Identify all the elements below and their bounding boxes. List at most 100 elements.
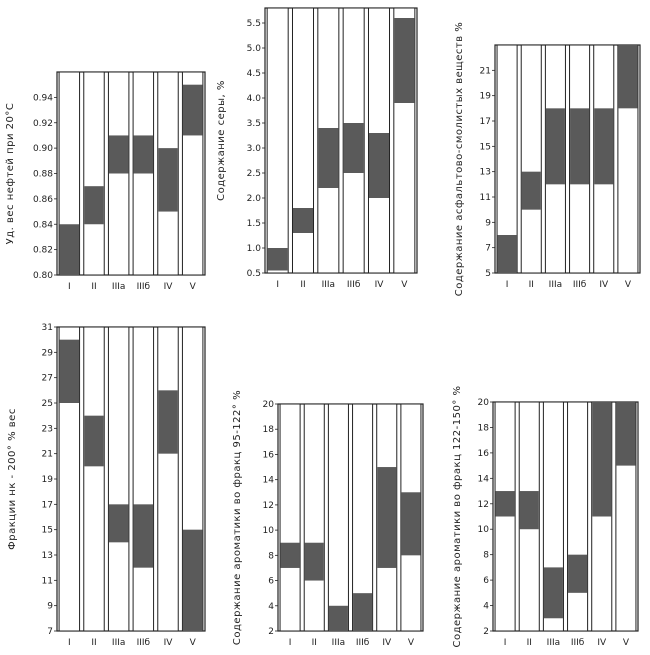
range-bar [182,84,203,136]
range-bar [133,135,154,174]
y-tick-label: 2 [268,627,274,637]
y-tick-label: 4.0 [247,94,262,104]
range-bar [401,492,421,556]
column-outline [107,326,130,632]
y-tick-label: 15 [42,526,53,536]
y-tick-label: 23 [42,424,53,434]
x-tick-label: V [623,638,630,648]
x-tick-label: II [312,638,317,648]
y-axis-label: Содержание асфальтово-смолистых веществ … [454,22,465,297]
y-tick-label: 8 [483,551,489,561]
range-bar [570,108,590,185]
y-tick-label: 8 [268,551,274,561]
y-tick-label: 20 [263,400,275,410]
y-tick-label: 6 [268,577,274,587]
y-tick-label: 1.0 [247,244,262,254]
y-tick-label: 6 [483,576,489,586]
y-tick-label: 17 [480,117,491,127]
y-tick-label: 7 [47,627,53,637]
column-outline [567,401,589,632]
panel-frame [492,401,639,632]
range-bar [497,235,517,273]
x-tick-label: IV [599,280,609,290]
y-tick-label: 3.5 [247,119,261,129]
x-tick-label: V [401,280,408,290]
y-tick-label: 4 [268,602,274,612]
x-tick-label: I [68,638,71,648]
y-tick-label: 0.90 [33,144,53,154]
y-tick-label: 11 [42,576,53,586]
range-bar [545,108,565,185]
y-tick-label: 19 [480,92,492,102]
y-tick-label: 5.5 [247,19,261,29]
x-tick-label: I [276,280,279,290]
x-tick-label: II [91,638,96,648]
y-tick-label: 15 [480,142,491,152]
range-bar [133,504,154,568]
y-axis-label: Содержание ароматики во фракц 95-122° % [232,390,243,645]
y-tick-label: 5.0 [247,44,262,54]
range-bar [280,542,300,568]
y-tick-label: 1.5 [247,219,261,229]
range-bar [568,554,588,593]
y-tick-label: 0.84 [33,220,53,230]
y-tick-label: 2 [483,627,489,637]
range-bar [158,390,178,454]
x-tick-label: IIIб [571,638,585,648]
x-tick-label: I [504,638,507,648]
y-tick-label: 0.94 [33,93,53,103]
range-bar [592,402,612,517]
y-tick-label: 0.80 [33,271,53,281]
range-bar [618,45,638,109]
x-tick-label: V [190,638,197,648]
y-tick-label: 18 [263,425,275,435]
y-tick-label: 0.92 [33,119,53,129]
x-tick-label: II [91,282,96,292]
range-bar [292,208,314,233]
column-outline [132,326,155,632]
column-outline [291,7,315,274]
range-bar [377,467,397,568]
panel-frame [56,71,206,276]
y-tick-label: 14 [263,476,275,486]
y-tick-label: 25 [42,399,53,409]
y-axis-label: Содержание ароматики во фракц 122-150° % [452,385,463,647]
x-tick-label: IIIa [112,282,125,292]
x-tick-label: IIIб [137,638,151,648]
column-outline [303,403,325,632]
range-bar [304,542,324,581]
column-outline [83,326,105,632]
y-tick-label: 2.5 [247,169,261,179]
y-tick-label: 0.5 [247,269,261,279]
x-tick-label: II [300,280,305,290]
range-bar [594,108,614,185]
y-tick-label: 10 [478,525,490,535]
y-tick-label: 4 [483,602,489,612]
range-bar [394,18,415,103]
range-bar [182,529,203,631]
y-tick-label: 21 [42,450,53,460]
range-bar [368,133,390,198]
range-bar [495,491,515,517]
range-bar [158,148,178,212]
column-outline [520,44,542,274]
y-tick-label: 31 [42,323,53,333]
y-tick-label: 0.88 [33,170,53,180]
x-tick-label: I [289,638,292,648]
y-tick-label: 13 [42,551,53,561]
x-tick-label: IV [164,282,174,292]
x-tick-label: IIIa [112,638,125,648]
range-bar [519,491,539,530]
range-bar [108,135,129,174]
y-axis-label: Фракции нк - 200° % вес [7,408,18,550]
x-tick-label: IV [164,638,174,648]
x-tick-label: IV [375,280,385,290]
column-outline [83,71,105,276]
range-bar [108,504,129,543]
y-axis-label: Содержание серы, % [216,80,227,201]
y-tick-label: 14 [478,474,490,484]
x-tick-label: I [506,280,509,290]
panel-frame [56,326,206,632]
panel-frame [264,7,418,274]
x-tick-label: II [527,638,532,648]
